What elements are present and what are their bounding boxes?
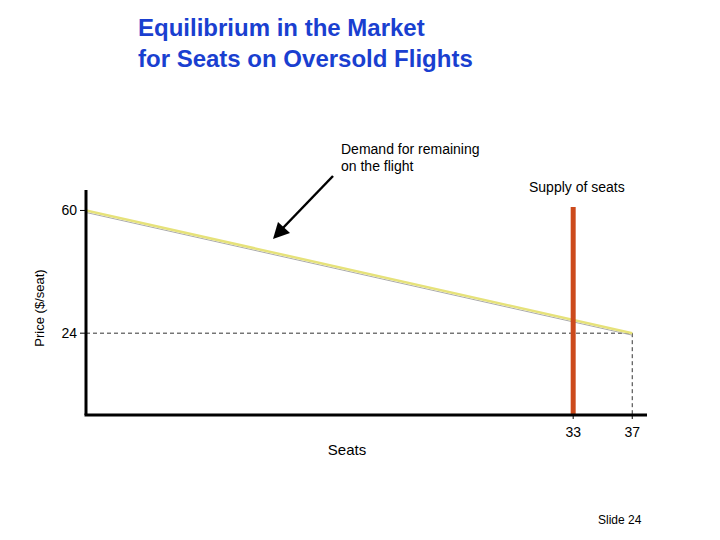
y-axis — [85, 190, 88, 415]
x-tick — [573, 415, 574, 419]
text-line: Supply of seats — [529, 179, 625, 195]
annotation-arrowhead — [273, 222, 290, 239]
chart-title: Equilibrium in the Market for Seats on Ov… — [138, 14, 473, 72]
y-tick — [80, 210, 86, 211]
x-tick — [632, 415, 633, 419]
text-line: for Seats on Oversold Flights — [138, 45, 473, 72]
plot-area — [86, 207, 632, 415]
y-axis-label: Price ($/seat) — [32, 269, 47, 346]
slide-number: Slide 24 — [598, 513, 642, 527]
equilibrium-price-line — [86, 333, 632, 334]
annotation-arrow — [281, 176, 333, 230]
x-axis — [85, 414, 648, 417]
supply-annotation: Supply of seats — [529, 179, 625, 195]
x-axis-label: Seats — [328, 441, 366, 458]
chart-svg: Equilibrium in the Market for Seats on Ov… — [0, 0, 720, 540]
chart-container: Equilibrium in the Market for Seats on Ov… — [0, 0, 720, 540]
text-line: on the flight — [341, 158, 413, 174]
text-line: Demand for remaining — [341, 141, 480, 157]
y-tick-label: 60 — [61, 202, 77, 218]
demand-annotation: Demand for remainingon the flight — [341, 141, 480, 174]
equilibrium-quantity-line — [632, 333, 633, 415]
supply-line — [571, 207, 576, 415]
x-tick-label: 33 — [565, 424, 581, 440]
y-tick — [80, 333, 86, 334]
x-tick-label: 37 — [624, 424, 640, 440]
demand-line — [86, 210, 632, 333]
y-tick-label: 24 — [61, 325, 77, 341]
text-line: Equilibrium in the Market — [138, 14, 425, 41]
demand-shadow — [86, 212, 632, 335]
